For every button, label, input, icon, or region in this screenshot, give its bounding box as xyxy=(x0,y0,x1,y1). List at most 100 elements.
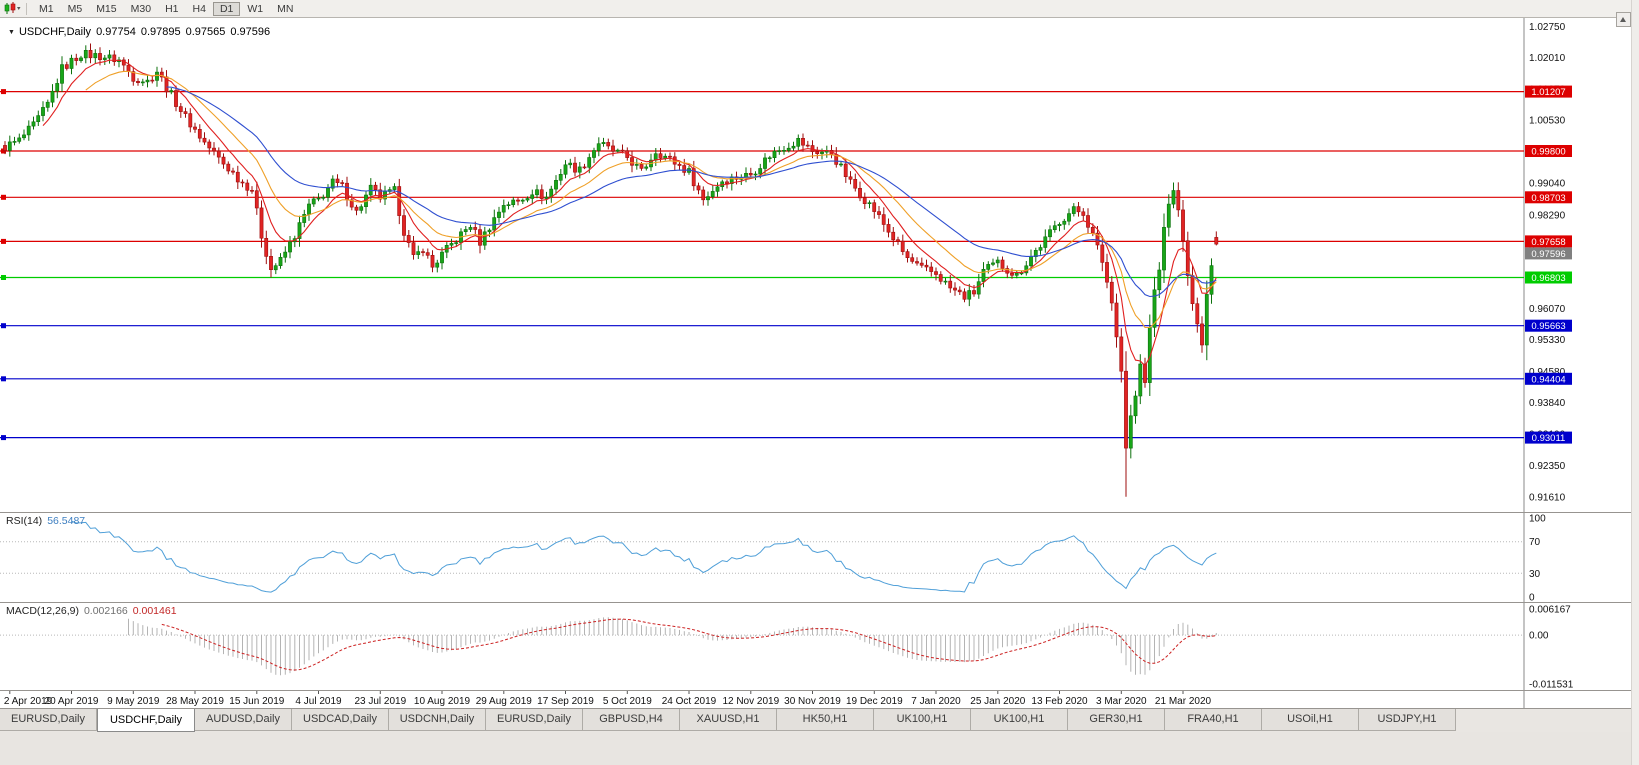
macd-panel[interactable]: 0.006167 0.00 -0.011531 MACD(12,26,9) 0.002… xyxy=(0,602,1639,690)
svg-text:0.96803: 0.96803 xyxy=(1531,273,1565,284)
chart-tab[interactable]: AUDUSD,Daily xyxy=(195,709,292,731)
chart-tab[interactable]: HK50,H1 xyxy=(777,709,874,731)
rsi-label: RSI(14) 56.5487 xyxy=(6,515,90,527)
horizontal-line[interactable] xyxy=(0,275,1524,280)
chart-tab[interactable]: FRA40,H1 xyxy=(1165,709,1262,731)
chart-tab[interactable]: USDJPY,H1 xyxy=(1359,709,1456,731)
time-tick-label: 24 Oct 2019 xyxy=(662,696,717,707)
chart-tab[interactable]: EURUSD,Daily xyxy=(0,709,97,731)
moving-average-8 xyxy=(42,59,1217,367)
chart-tab[interactable]: USDCNH,Daily xyxy=(389,709,486,731)
price-badge: 0.97596 xyxy=(1525,247,1572,260)
moving-average-17 xyxy=(85,70,1217,329)
horizontal-line[interactable] xyxy=(0,89,1524,95)
timeframe-button-mn[interactable]: MN xyxy=(277,2,294,15)
rsi-name: RSI(14) xyxy=(6,515,43,527)
timeframe-toolbar: M1 M5 M15 M30 H1 H4 D1 W1 MN xyxy=(0,0,1639,18)
price-badge: 0.97658 xyxy=(1525,235,1572,248)
macd-plot: 0.006167 0.00 -0.011531 xyxy=(0,603,1574,690)
horizontal-line[interactable] xyxy=(0,376,1524,382)
chart-tab[interactable]: USDCHF,Daily xyxy=(97,709,195,732)
price-tick-label: 0.96070 xyxy=(1529,304,1566,315)
time-tick-label: 23 Jul 2019 xyxy=(354,696,406,707)
timeframe-button-m15[interactable]: M15 xyxy=(96,2,117,15)
chart-tab[interactable]: XAUUSD,H1 xyxy=(680,709,777,731)
candlestick-plot[interactable]: 1.027501.020101.012701.005300.997900.990… xyxy=(0,18,1639,512)
timeframe-button-m30[interactable]: M30 xyxy=(130,2,152,15)
price-badge: 0.94404 xyxy=(1525,372,1572,385)
ohlc-low: 0.97565 xyxy=(185,26,226,38)
time-tick-label: 17 Sep 2019 xyxy=(537,696,594,707)
rsi-tick-label: 100 xyxy=(1529,514,1546,525)
horizontal-line[interactable] xyxy=(0,435,1524,441)
chart-symbol-period: USDCHF,Daily xyxy=(18,26,92,38)
vertical-scrollbar[interactable] xyxy=(1631,0,1639,765)
chart-tab[interactable]: GER30,H1 xyxy=(1068,709,1165,731)
time-tick-label: 25 Jan 2020 xyxy=(970,696,1025,707)
timeframe-button-h4[interactable]: H4 xyxy=(192,2,206,15)
chart-tab[interactable]: USOil,H1 xyxy=(1262,709,1359,731)
timeframe-button-w1[interactable]: W1 xyxy=(247,2,264,15)
horizontal-line[interactable] xyxy=(0,194,1524,200)
time-axis[interactable]: 2 Apr 2019 20 Apr 2019 9 May 2019 28 May 20… xyxy=(0,690,1639,708)
price-badge: 1.01207 xyxy=(1525,85,1572,98)
time-tick-label: 10 Aug 2019 xyxy=(414,696,471,707)
ohlc-high: 0.97895 xyxy=(140,26,181,38)
timeframe-button-m1[interactable]: M1 xyxy=(39,2,54,15)
horizontal-line[interactable] xyxy=(0,148,1524,154)
time-tick-label: 9 May 2019 xyxy=(107,696,160,707)
time-tick-label: 2 Apr 2019 xyxy=(4,696,53,707)
price-tick-label: 0.91610 xyxy=(1529,492,1566,503)
time-tick-label: 4 Jul 2019 xyxy=(295,696,342,707)
price-tick-label: 0.99040 xyxy=(1529,179,1566,190)
macd-signal-line xyxy=(161,618,1217,671)
line-handle xyxy=(1,275,6,280)
svg-text:1.01207: 1.01207 xyxy=(1531,87,1565,98)
svg-text:0.95663: 0.95663 xyxy=(1531,321,1565,332)
chart-tab[interactable]: UK100,H1 xyxy=(971,709,1068,731)
ohlc-open: 0.97754 xyxy=(96,26,136,38)
time-tick-label: 30 Nov 2019 xyxy=(784,696,841,707)
price-badge: 0.95663 xyxy=(1525,319,1572,332)
svg-text:0.98703: 0.98703 xyxy=(1531,193,1565,204)
timeframe-button-d1[interactable]: D1 xyxy=(212,1,241,16)
svg-text:0.97658: 0.97658 xyxy=(1531,237,1565,248)
rsi-tick-label: 70 xyxy=(1529,537,1541,548)
price-tick-label: 0.94580 xyxy=(1529,367,1566,378)
chart-tab[interactable]: USDCAD,Daily xyxy=(292,709,389,731)
macd-signal-value: 0.001461 xyxy=(132,605,177,617)
chart-tab[interactable]: GBPUSD,H4 xyxy=(583,709,680,731)
rsi-tick-label: 30 xyxy=(1529,569,1541,580)
rsi-plot: 100 70 30 0 xyxy=(0,513,1546,602)
chart-tab[interactable]: UK100,H1 xyxy=(874,709,971,731)
time-tick-label: 7 Jan 2020 xyxy=(911,696,961,707)
chart-tabs-group: EURUSD,Daily USDCHF,Daily AUDUSD,Daily USDC… xyxy=(0,709,1639,732)
timeframe-button-m5[interactable]: M5 xyxy=(67,2,83,15)
macd-histogram xyxy=(128,617,1217,676)
time-tick-label: 20 Apr 2019 xyxy=(45,696,99,707)
horizontal-line[interactable] xyxy=(0,323,1524,329)
price-badge: 0.99800 xyxy=(1525,145,1572,158)
main-chart-panel[interactable]: 1.027501.020101.012701.005300.997900.990… xyxy=(0,18,1639,512)
time-tick-label: 29 Aug 2019 xyxy=(476,696,533,707)
line-handle xyxy=(1,238,6,244)
chart-menu-icon[interactable]: ▼ xyxy=(8,29,15,36)
rsi-panel[interactable]: 100 70 30 0 RSI(14) 56.5487 xyxy=(0,512,1639,602)
chart-tab[interactable]: EURUSD,Daily xyxy=(486,709,583,731)
time-tick-label: 28 May 2019 xyxy=(166,696,224,707)
macd-tick-label: 0.006167 xyxy=(1529,605,1571,616)
time-tick-label: 21 Mar 2020 xyxy=(1155,696,1212,707)
macd-name: MACD(12,26,9) xyxy=(6,605,79,617)
rsi-value: 56.5487 xyxy=(47,515,86,527)
scroll-up-button[interactable] xyxy=(1616,12,1631,27)
time-tick-label: 12 Nov 2019 xyxy=(722,696,779,707)
svg-text:0.97596: 0.97596 xyxy=(1531,249,1565,260)
horizontal-line[interactable] xyxy=(0,238,1524,244)
chart-title: ▼ USDCHF,Daily 0.97754 0.97895 0.97565 0.9759… xyxy=(8,26,275,38)
chart-type-icon[interactable] xyxy=(4,2,21,15)
chart-tabs-bar: EURUSD,Daily USDCHF,Daily AUDUSD,Daily USDC… xyxy=(0,708,1639,732)
timeframe-button-h1[interactable]: H1 xyxy=(165,2,179,15)
time-tick-label: 5 Oct 2019 xyxy=(603,696,652,707)
